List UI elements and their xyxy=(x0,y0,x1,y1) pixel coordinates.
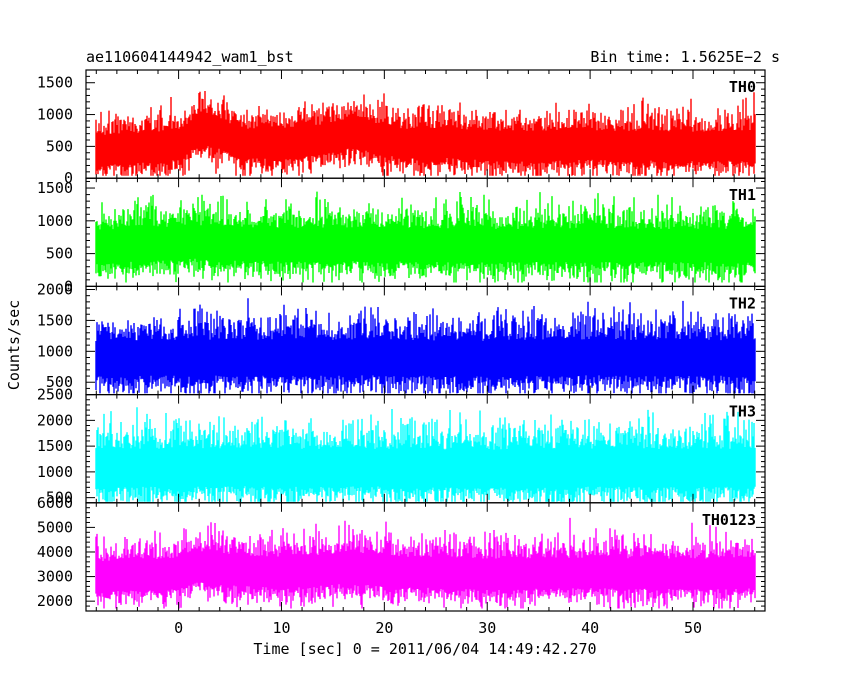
panel-label: TH2 xyxy=(729,294,756,312)
plot-title-left: ae110604144942_wam1_bst xyxy=(86,48,294,66)
panel-th0: 0 500 1000 1500 TH0 xyxy=(37,69,766,187)
y-tick-label: 1500 xyxy=(37,437,73,455)
y-tick-label: 5000 xyxy=(37,518,73,536)
panel-label: TH3 xyxy=(729,403,756,421)
x-tick-label: 10 xyxy=(272,619,290,637)
y-tick-label: 0 xyxy=(64,277,73,295)
series-th2 xyxy=(95,298,756,394)
panel-label: TH1 xyxy=(729,186,756,204)
y-tick-label: 6000 xyxy=(37,494,73,512)
y-tick-label: 1000 xyxy=(37,106,73,124)
series-th0123 xyxy=(95,517,756,609)
x-tick-label: 30 xyxy=(478,619,496,637)
y-tick-label: 2000 xyxy=(37,411,73,429)
x-tick-label: 20 xyxy=(375,619,393,637)
panel-label: TH0 xyxy=(729,78,756,96)
y-tick-label: 500 xyxy=(46,245,73,263)
y-tick-label: 1000 xyxy=(37,212,73,230)
y-tick-label: 500 xyxy=(46,489,73,507)
y-tick-label: 4000 xyxy=(37,543,73,561)
x-tick-label: 40 xyxy=(581,619,599,637)
y-tick-label: 3000 xyxy=(37,568,73,586)
y-tick-label: 1500 xyxy=(37,179,73,197)
panel-th1: 0 500 1000 1500 TH1 xyxy=(37,177,766,295)
y-tick-label: 0 xyxy=(64,169,73,187)
y-tick-label: 1500 xyxy=(37,311,73,329)
x-tick-label: 50 xyxy=(684,619,702,637)
y-tick-label: 500 xyxy=(46,373,73,391)
y-tick-label: 1000 xyxy=(37,463,73,481)
series-th1 xyxy=(95,191,756,283)
panel-th0123: 2000 3000 4000 5000 6000 TH0123 0 10 20 30 40 50 xyxy=(37,494,766,637)
y-tick-label: 1500 xyxy=(37,74,73,92)
x-tick-label: 0 xyxy=(174,619,183,637)
y-tick-label: 2000 xyxy=(37,280,73,298)
panel-th3: 500 1000 1500 2000 2500 TH3 xyxy=(37,386,766,507)
y-tick-label: 500 xyxy=(46,137,73,155)
series-th0 xyxy=(95,91,756,176)
panel-th2: 500 1000 1500 2000 TH2 xyxy=(37,280,766,396)
y-axis-label: Counts/sec xyxy=(5,300,23,390)
x-axis-label: Time [sec] 0 = 2011/06/04 14:49:42.270 xyxy=(253,640,596,658)
y-tick-label: 2500 xyxy=(37,386,73,404)
y-tick-label: 1000 xyxy=(37,342,73,360)
y-tick-label: 2000 xyxy=(37,592,73,610)
panel-label: TH0123 xyxy=(702,511,756,529)
plot-title-right: Bin time: 1.5625E−2 s xyxy=(590,48,780,66)
series-th3 xyxy=(95,407,756,502)
